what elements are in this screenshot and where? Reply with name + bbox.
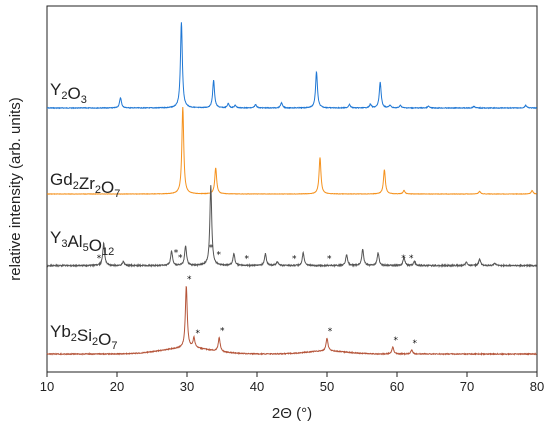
x-tick-label: 60 bbox=[390, 379, 404, 394]
x-axis-label: 2Θ (°) bbox=[272, 405, 312, 422]
x-tick-label: 20 bbox=[110, 379, 124, 394]
series-line bbox=[46, 185, 537, 269]
peak-marker: * bbox=[412, 339, 417, 349]
peak-marker: * bbox=[327, 254, 332, 264]
peak-marker: * bbox=[244, 254, 249, 264]
peak-marker: * bbox=[174, 249, 179, 259]
x-tick-label: 40 bbox=[250, 379, 264, 394]
peak-marker: * bbox=[216, 251, 221, 261]
peak-marker: * bbox=[209, 243, 214, 253]
peak-marker: * bbox=[178, 254, 183, 264]
peak-marker: * bbox=[195, 329, 200, 339]
series-line bbox=[46, 107, 537, 196]
series-line bbox=[46, 22, 538, 110]
series-line bbox=[46, 286, 538, 356]
x-tick-label: 80 bbox=[530, 379, 544, 394]
plot-frame bbox=[46, 5, 538, 373]
x-tick-label: 70 bbox=[460, 379, 474, 394]
x-tick-label: 10 bbox=[40, 379, 54, 394]
series-label: Y2O3 bbox=[50, 80, 87, 106]
x-tick-label: 50 bbox=[320, 379, 334, 394]
peak-marker: * bbox=[292, 254, 297, 264]
peak-markers: ** *** * * * * *** * ** * bbox=[97, 243, 418, 349]
peak-marker: * bbox=[328, 327, 333, 337]
peak-marker: * bbox=[401, 254, 406, 264]
series-labels: Y2O3 Gd2Zr2O7 Y3Al5O12 Yb2Si2O7 bbox=[50, 80, 120, 352]
peak-marker: * bbox=[187, 275, 192, 285]
series-label: Yb2Si2O7 bbox=[50, 322, 118, 352]
peak-marker: * bbox=[394, 336, 399, 346]
series-label: Gd2Zr2O7 bbox=[50, 170, 120, 200]
peak-marker: * bbox=[97, 254, 102, 264]
peak-marker: * bbox=[220, 326, 225, 336]
series-label: Y3Al5O12 bbox=[50, 228, 114, 258]
series-traces bbox=[46, 22, 538, 356]
peak-marker: * bbox=[409, 254, 414, 264]
x-axis-ticks: 10 20 30 40 50 60 70 80 bbox=[40, 372, 544, 394]
x-tick-label: 30 bbox=[180, 379, 194, 394]
y-axis-label: relative intensity (arb. units) bbox=[7, 97, 24, 280]
